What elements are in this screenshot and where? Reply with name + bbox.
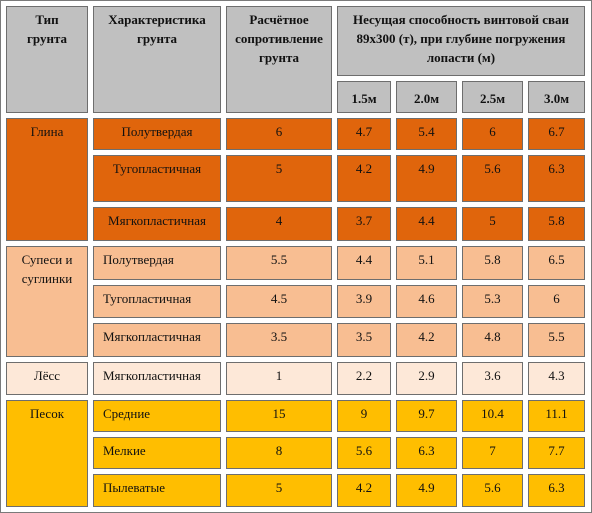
table-cell-resistance: 4 [226, 207, 332, 241]
table-cell-value: 3.7 [337, 207, 391, 241]
table-cell-value: 5 [462, 207, 523, 241]
table-cell-characteristic: Полутвердая [93, 246, 221, 280]
table-cell-value: 4.2 [396, 323, 457, 357]
table-cell-resistance: 5 [226, 474, 332, 507]
table-cell-resistance: 1 [226, 362, 332, 395]
header-depth-2-0: 2.0м [396, 81, 457, 113]
table-cell-value: 6 [462, 118, 523, 150]
table-cell-resistance: 8 [226, 437, 332, 469]
header-resistance: Расчётное сопротивление грунта [226, 6, 332, 113]
table-cell-value: 10.4 [462, 400, 523, 432]
table-cell-value: 6 [528, 285, 585, 318]
table-cell-resistance: 4.5 [226, 285, 332, 318]
header-capacity: Несущая способность винтовой сваи 89х300… [337, 6, 585, 76]
table-cell-resistance: 15 [226, 400, 332, 432]
table-cell-characteristic: Мелкие [93, 437, 221, 469]
table-cell-resistance: 5.5 [226, 246, 332, 280]
table-cell-value: 3.9 [337, 285, 391, 318]
table-cell-value: 6.3 [528, 155, 585, 202]
header-depth-3-0: 3.0м [528, 81, 585, 113]
table-cell-value: 7.7 [528, 437, 585, 469]
table-cell-value: 2.9 [396, 362, 457, 395]
table-cell-value: 5.5 [528, 323, 585, 357]
table-cell-value: 6.5 [528, 246, 585, 280]
table-cell-value: 5.3 [462, 285, 523, 318]
table-cell-value: 3.5 [337, 323, 391, 357]
table-cell-characteristic: Мягкопластичная [93, 362, 221, 395]
table-cell-value: 4.4 [396, 207, 457, 241]
table-cell-value: 11.1 [528, 400, 585, 432]
table-cell-value: 7 [462, 437, 523, 469]
table-cell-value: 5.6 [462, 155, 523, 202]
table-cell-value: 4.9 [396, 155, 457, 202]
header-depth-1-5: 1.5м [337, 81, 391, 113]
header-soil-type: Тип грунта [6, 6, 88, 113]
table-cell-characteristic: Средние [93, 400, 221, 432]
table-cell-value: 6.7 [528, 118, 585, 150]
table-cell-characteristic: Мягкопластичная [93, 207, 221, 241]
table-cell-resistance: 5 [226, 155, 332, 202]
table-cell-value: 4.4 [337, 246, 391, 280]
table-cell-value: 4.3 [528, 362, 585, 395]
soil-type-sand: Песок [6, 400, 88, 507]
table-cell-characteristic: Тугопластичная [93, 155, 221, 202]
table-cell-value: 6.3 [396, 437, 457, 469]
table-cell-value: 4.2 [337, 155, 391, 202]
table-cell-value: 4.9 [396, 474, 457, 507]
table-cell-characteristic: Полутвердая [93, 118, 221, 150]
header-depth-2-5: 2.5м [462, 81, 523, 113]
table-cell-value: 9 [337, 400, 391, 432]
table-cell-value: 5.6 [337, 437, 391, 469]
table-cell-characteristic: Мягкопластичная [93, 323, 221, 357]
table-cell-characteristic: Тугопластичная [93, 285, 221, 318]
soil-type-loess: Лёсс [6, 362, 88, 395]
soil-type-clay: Глина [6, 118, 88, 241]
table-cell-value: 6.3 [528, 474, 585, 507]
table-cell-value: 3.6 [462, 362, 523, 395]
table-cell-value: 5.1 [396, 246, 457, 280]
header-characteristic: Характеристика грунта [93, 6, 221, 113]
table-cell-value: 4.6 [396, 285, 457, 318]
table-cell-value: 5.8 [528, 207, 585, 241]
soil-type-loam: Супеси и суглинки [6, 246, 88, 357]
table-cell-resistance: 6 [226, 118, 332, 150]
table-cell-value: 5.8 [462, 246, 523, 280]
table-cell-value: 9.7 [396, 400, 457, 432]
table-cell-value: 4.7 [337, 118, 391, 150]
table-cell-resistance: 3.5 [226, 323, 332, 357]
table-cell-value: 4.2 [337, 474, 391, 507]
table-cell-value: 2.2 [337, 362, 391, 395]
table-cell-value: 5.6 [462, 474, 523, 507]
table-cell-value: 4.8 [462, 323, 523, 357]
table-cell-value: 5.4 [396, 118, 457, 150]
table-cell-characteristic: Пылеватые [93, 474, 221, 507]
